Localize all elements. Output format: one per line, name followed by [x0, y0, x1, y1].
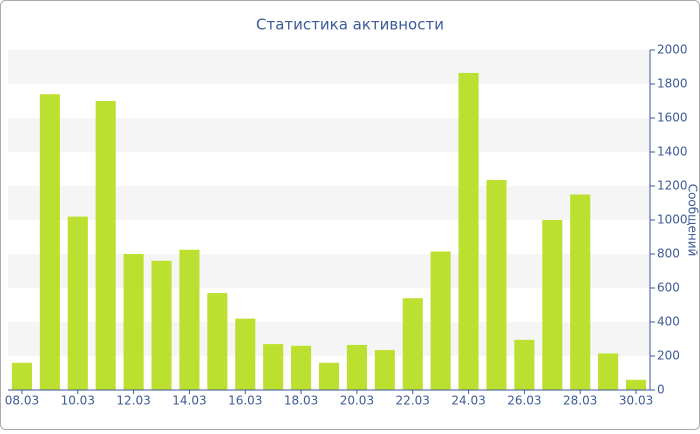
bar [179, 249, 200, 390]
y-tick-label: 400 [657, 315, 680, 329]
bar [318, 362, 340, 390]
bar [151, 260, 172, 390]
x-tick-label: 20.03 [340, 394, 374, 408]
y-tick-label: 1200 [657, 179, 688, 193]
x-tick-label: 28.03 [563, 394, 597, 408]
x-tick-label: 18.03 [284, 394, 318, 408]
y-tick-label: 1400 [657, 145, 688, 159]
x-tick-label: 26.03 [507, 394, 541, 408]
bar [430, 251, 451, 390]
bar [598, 353, 619, 390]
bar [39, 94, 60, 390]
bar [458, 72, 479, 390]
x-tick-label: 30.03 [619, 394, 653, 408]
x-tick-label: 10.03 [61, 394, 95, 408]
bar [374, 350, 395, 390]
y-tick-label: 800 [657, 247, 680, 261]
bar [67, 216, 88, 390]
chart-title: Статистика активности [256, 16, 444, 34]
y-tick-label: 0 [657, 383, 665, 397]
y-tick-label: 600 [657, 281, 680, 295]
y-tick-label: 1000 [657, 213, 688, 227]
bar [346, 344, 367, 390]
bar [514, 339, 535, 390]
y-tick-label: 200 [657, 349, 680, 363]
x-tick-label: 08.03 [5, 394, 39, 408]
x-tick-label: 14.03 [172, 394, 206, 408]
bar [625, 379, 647, 390]
bar [570, 194, 591, 390]
grid-band [8, 50, 650, 84]
bar [291, 345, 312, 390]
y-axis-label: Сообщений [686, 184, 700, 257]
y-tick-label: 2000 [657, 43, 688, 57]
bar [123, 254, 144, 390]
bar [207, 293, 228, 390]
bar [486, 180, 507, 390]
bar [263, 344, 284, 390]
x-tick-label: 22.03 [396, 394, 430, 408]
x-tick-label: 24.03 [451, 394, 485, 408]
bar [95, 101, 116, 390]
bar [235, 318, 256, 390]
y-tick-label: 1600 [657, 111, 688, 125]
bar [542, 220, 563, 390]
y-tick-label: 1800 [657, 77, 688, 91]
x-tick-label: 12.03 [116, 394, 150, 408]
bar [11, 362, 33, 390]
bar [402, 298, 423, 390]
x-tick-label: 16.03 [228, 394, 262, 408]
